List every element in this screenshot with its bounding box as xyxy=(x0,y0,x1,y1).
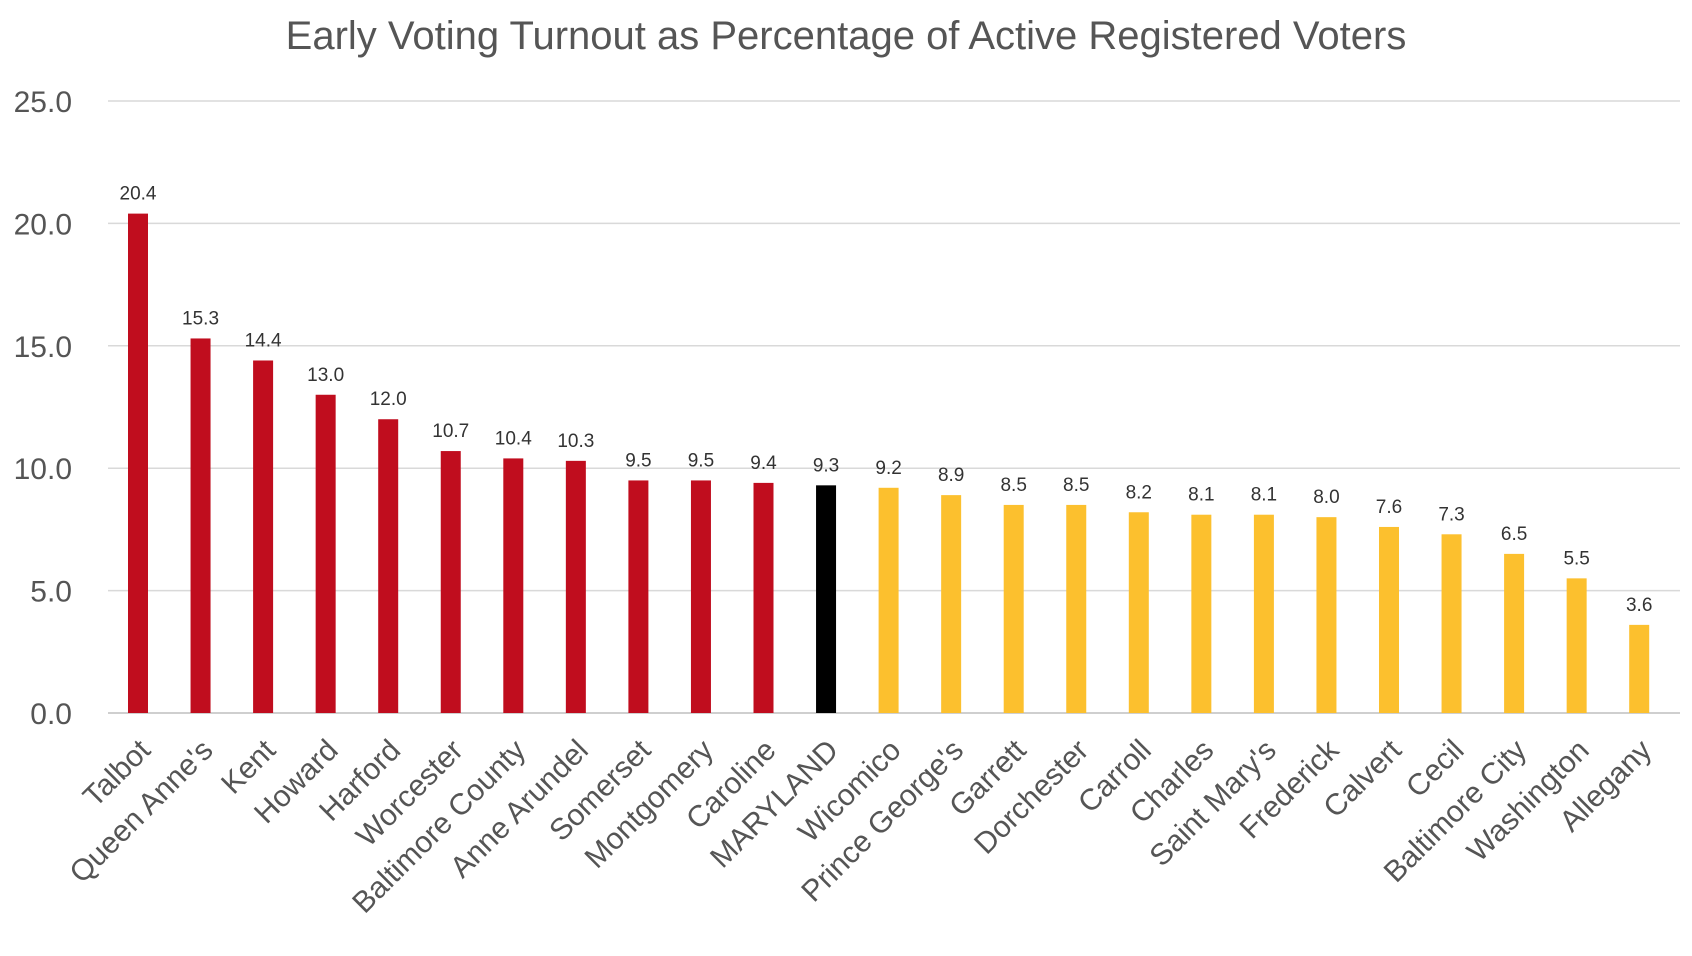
data-label: 7.6 xyxy=(1376,497,1402,518)
bar xyxy=(1253,514,1274,713)
data-label: 13.0 xyxy=(307,365,344,386)
data-label: 9.3 xyxy=(813,455,839,476)
y-tick-label: 0.0 xyxy=(30,698,72,731)
bar xyxy=(128,213,148,713)
bar xyxy=(1504,553,1525,713)
y-tick-label: 25.0 xyxy=(14,86,72,119)
bar xyxy=(1316,517,1337,713)
data-label: 5.5 xyxy=(1563,548,1589,569)
y-tick-label: 15.0 xyxy=(14,331,72,364)
bar xyxy=(190,338,211,713)
bar xyxy=(1629,624,1650,713)
data-label: 10.4 xyxy=(495,428,532,449)
data-label: 7.3 xyxy=(1438,504,1464,525)
data-label: 8.9 xyxy=(938,465,964,486)
bar xyxy=(1128,512,1149,713)
y-tick-label: 20.0 xyxy=(14,208,72,241)
data-label: 10.3 xyxy=(557,431,594,452)
bar xyxy=(1379,526,1399,713)
bar xyxy=(378,419,399,713)
data-label: 10.7 xyxy=(432,421,469,442)
data-label: 9.5 xyxy=(688,450,714,471)
bar xyxy=(315,394,336,713)
data-label: 12.0 xyxy=(370,389,407,410)
bar xyxy=(878,487,899,713)
y-tick-label: 5.0 xyxy=(30,576,72,609)
bar xyxy=(816,485,837,713)
bar xyxy=(503,458,524,713)
data-label: 8.5 xyxy=(1000,475,1026,496)
data-label: 8.0 xyxy=(1313,487,1339,508)
data-label: 8.2 xyxy=(1126,482,1152,503)
chart-title: Early Voting Turnout as Percentage of Ac… xyxy=(285,14,1407,58)
bar xyxy=(1191,514,1212,713)
bar xyxy=(253,360,274,713)
data-label: 14.4 xyxy=(245,330,282,351)
bar xyxy=(565,460,586,713)
bar xyxy=(753,482,774,713)
bar xyxy=(440,451,461,713)
bar xyxy=(941,495,962,713)
data-label: 8.1 xyxy=(1251,485,1277,506)
data-label: 9.2 xyxy=(875,458,901,479)
bar xyxy=(628,480,649,713)
data-label: 20.4 xyxy=(120,184,157,205)
bar xyxy=(690,480,711,713)
bar xyxy=(1066,504,1087,713)
data-label: 15.3 xyxy=(182,308,219,329)
data-label: 8.1 xyxy=(1188,485,1214,506)
data-label: 8.5 xyxy=(1063,475,1089,496)
data-label: 9.4 xyxy=(750,453,777,474)
data-label: 9.5 xyxy=(625,450,651,471)
bar xyxy=(1566,578,1587,713)
bar xyxy=(1003,504,1024,713)
data-label: 6.5 xyxy=(1501,524,1527,545)
bar xyxy=(1441,534,1462,713)
data-label: 3.6 xyxy=(1626,595,1652,616)
y-tick-label: 10.0 xyxy=(14,453,72,486)
